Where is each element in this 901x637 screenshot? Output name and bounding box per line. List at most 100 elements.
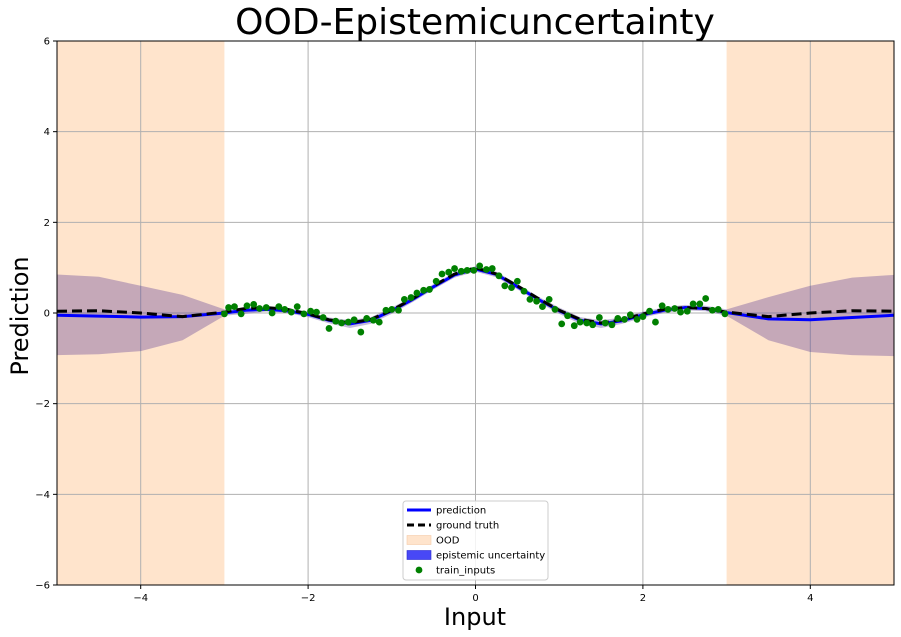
legend-label: ground truth: [436, 521, 499, 532]
train-point: [476, 262, 484, 270]
train-point: [407, 294, 415, 301]
y-tick-label: 6: [44, 37, 50, 48]
y-axis-label: Prediction: [6, 256, 34, 375]
train-point: [702, 295, 710, 302]
train-point: [576, 318, 584, 326]
y-tick-label: 0: [44, 309, 50, 320]
train-point: [413, 289, 421, 297]
train-point: [438, 270, 446, 278]
train-point: [689, 300, 697, 308]
legend-ood-swatch: [406, 535, 432, 545]
train-point: [639, 313, 647, 321]
train-point: [420, 286, 428, 294]
train-point: [262, 304, 270, 311]
legend-box: [402, 500, 549, 581]
train-point: [652, 318, 659, 326]
plot-area: −4 −2 0 2 4 −6 −4 −2 0 2 4 6: [35, 37, 895, 604]
train-point: [225, 304, 232, 311]
train-point: [513, 277, 521, 285]
train-point: [463, 266, 471, 274]
train-point: [451, 265, 458, 272]
train-point: [350, 316, 358, 324]
train-point: [293, 303, 301, 311]
train-point: [601, 319, 609, 327]
train-point: [307, 307, 315, 315]
train-point: [708, 306, 716, 314]
chart-title: OOD-Epistemicuncertainty: [235, 2, 715, 43]
train-point: [400, 296, 408, 303]
train-point: [250, 300, 258, 308]
legend-label: train_inputs: [436, 566, 495, 577]
y-tick-label: 2: [44, 218, 50, 229]
train-point: [626, 311, 634, 319]
train-point: [300, 310, 308, 318]
ground-truth-line: [56, 266, 895, 325]
legend-label: prediction: [436, 506, 486, 517]
train-point: [332, 317, 340, 325]
train-point: [319, 314, 327, 321]
y-tick-label: −4: [35, 490, 50, 501]
train-point: [445, 268, 453, 276]
train-point: [281, 305, 289, 313]
train-point: [338, 319, 345, 327]
legend-uncertainty-swatch: [406, 550, 432, 560]
train-point: [382, 306, 390, 314]
train-point: [564, 312, 571, 320]
train-point: [658, 302, 666, 310]
train-point: [488, 265, 496, 272]
legend-label: epistemic uncertainty: [436, 551, 545, 562]
train-point: [221, 310, 228, 318]
train-point: [369, 316, 377, 324]
train-point: [646, 307, 653, 315]
x-tick-label: −4: [133, 593, 148, 604]
train-point: [671, 305, 679, 312]
x-tick-label: −2: [301, 593, 316, 604]
train-point: [551, 305, 559, 313]
train-point: [275, 303, 283, 311]
train-point: [237, 310, 245, 318]
legend-train-swatch: [415, 566, 423, 574]
y-tick-label: −2: [35, 399, 50, 410]
train-point: [608, 321, 616, 329]
train-point: [583, 319, 591, 327]
train-point: [526, 296, 534, 303]
train-point: [677, 308, 684, 316]
train-point: [664, 305, 672, 313]
train-point: [545, 296, 553, 303]
train-point: [558, 320, 566, 328]
train-point: [501, 282, 509, 290]
train-point: [426, 286, 433, 293]
train-point: [268, 309, 276, 317]
x-axis-label: Input: [444, 603, 506, 631]
train-point: [256, 305, 263, 312]
train-point: [570, 322, 578, 330]
train-point: [633, 315, 641, 323]
train-point: [614, 315, 622, 322]
train-point: [231, 303, 238, 311]
train-point: [714, 305, 722, 313]
legend-label: OOD: [436, 536, 460, 547]
train-point: [344, 318, 352, 326]
train-point: [388, 305, 396, 313]
train-point: [589, 321, 597, 329]
legend: prediction ground truth OOD epistemic uncer…: [402, 500, 549, 581]
train-point: [470, 266, 478, 274]
train-point: [287, 308, 295, 316]
train-point: [457, 267, 465, 275]
x-tick-label: 4: [807, 593, 813, 604]
train-point: [495, 272, 503, 280]
train-point: [375, 318, 383, 326]
train-point: [482, 266, 490, 273]
train-point: [683, 307, 691, 315]
train-point: [508, 284, 515, 292]
train-point: [363, 315, 371, 322]
train-point: [539, 303, 546, 311]
y-tick-label: 4: [44, 127, 50, 138]
train-point: [595, 314, 603, 321]
train-point: [533, 297, 541, 305]
train-point: [357, 328, 365, 336]
train-point: [520, 287, 528, 295]
train-point: [621, 315, 628, 323]
train-point: [313, 308, 320, 316]
